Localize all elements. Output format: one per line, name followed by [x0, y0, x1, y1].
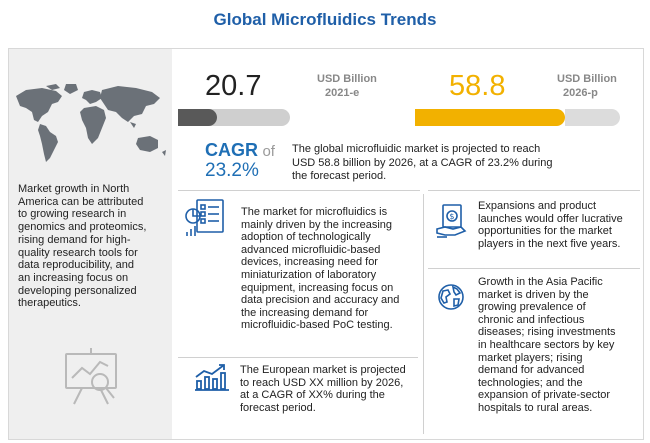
- text-line: Expansions and product: [478, 200, 597, 212]
- text-line: the forecast period.: [292, 170, 387, 182]
- text-line: adoption of technologically: [241, 231, 371, 244]
- divider: [178, 357, 418, 358]
- text-line: to growing research in: [18, 208, 127, 221]
- drivers-text: The market for microfluidics is mainly d…: [241, 206, 421, 332]
- market-end-unit: USD Billion: [557, 73, 617, 85]
- text-line: advanced microfluidic-based: [241, 243, 381, 256]
- text-line: Growth in the Asia Pacific: [478, 276, 603, 288]
- text-line: The market for microfluidics is: [241, 206, 388, 218]
- infographic-frame: [8, 48, 644, 440]
- market-end-value: 58.8: [449, 70, 506, 102]
- text-line: devices, increasing need for: [241, 256, 378, 269]
- divider: [428, 268, 640, 269]
- text-line: diseases; rising investments: [478, 326, 616, 339]
- cagr-of: of: [262, 143, 275, 160]
- page-title: Global Microfluidics Trends: [213, 10, 437, 29]
- text-line: at a CAGR of XX% during the: [240, 389, 385, 402]
- text-line: growing prevalence of: [478, 301, 586, 314]
- cagr-value: 23.2%: [205, 160, 259, 181]
- presentation-chart-icon: [60, 346, 122, 408]
- text-line: The global microfluidic market is projec…: [292, 143, 541, 155]
- market-start-year: 2021-e: [325, 87, 360, 99]
- text-line: expansion of private-sector: [478, 389, 611, 402]
- asia-text: Growth in the Asia Pacific market is dri…: [478, 276, 638, 415]
- text-line: an increasing focus on: [18, 271, 129, 284]
- text-line: demand for advanced: [478, 364, 585, 377]
- text-line: Market growth in North: [18, 183, 130, 195]
- divider: [178, 190, 420, 191]
- money-hand-icon: $: [435, 203, 467, 241]
- market-end-bar-fill: [415, 109, 565, 126]
- text-line: launches would offer lucrative: [478, 212, 623, 225]
- text-line: hospitals to rural areas.: [478, 401, 593, 414]
- text-line: forecast period.: [240, 401, 316, 414]
- text-line: data reproducibility, and: [18, 259, 134, 272]
- text-line: America can be attributed: [18, 195, 144, 208]
- text-line: market players; rising: [478, 351, 583, 364]
- text-line: in healthcare sectors by key: [478, 338, 615, 351]
- text-line: to reach USD XX million by 2026,: [240, 376, 404, 389]
- text-line: chronic and infectious: [478, 313, 585, 326]
- text-line: mainly driven by the increasing: [241, 218, 393, 231]
- text-line: genomics and proteomics,: [18, 221, 147, 234]
- market-start-bar-fill: [178, 109, 217, 126]
- market-end-year: 2026-p: [563, 87, 598, 99]
- market-start-value: 20.7: [205, 70, 262, 102]
- text-line: The European market is projected: [240, 364, 406, 376]
- north-america-text: Market growth in North America can be at…: [18, 183, 170, 310]
- text-line: players in the next five years.: [478, 237, 621, 250]
- text-line: developing personalized: [18, 284, 137, 297]
- text-line: microfluidic-based PoC testing.: [241, 319, 393, 332]
- text-line: USD 58.8 billion by 2026, at a CAGR of 2…: [292, 156, 553, 169]
- text-line: opportunities for the market: [478, 225, 612, 238]
- text-line: technologies; and the: [478, 376, 583, 389]
- text-line: data precision and accuracy and: [241, 294, 400, 307]
- cagr-heading: CAGR of: [205, 140, 275, 161]
- europe-text: The European market is projected to reac…: [240, 364, 422, 414]
- divider: [423, 194, 424, 434]
- market-end-bar-track: [565, 109, 620, 126]
- text-line: quality research tools for: [18, 246, 138, 259]
- divider: [428, 190, 640, 191]
- text-line: equipment, increasing focus on: [241, 281, 394, 294]
- text-line: rising demand for high-: [18, 233, 131, 246]
- cagr-label: CAGR: [205, 140, 258, 160]
- growth-chart-icon: [194, 363, 230, 391]
- cagr-description: The global microfluidic market is projec…: [292, 143, 622, 184]
- text-line: market is driven by the: [478, 288, 589, 301]
- text-line: therapeutics.: [18, 297, 81, 310]
- globe-icon: [436, 282, 466, 312]
- text-line: miniaturization of laboratory: [241, 268, 377, 281]
- world-map-icon: [12, 82, 170, 164]
- checklist-chart-icon: [183, 198, 225, 238]
- text-line: the increasing demand for: [241, 306, 369, 319]
- svg-text:$: $: [449, 212, 454, 221]
- market-start-unit: USD Billion: [317, 73, 377, 85]
- expansions-text: Expansions and product launches would of…: [478, 200, 638, 250]
